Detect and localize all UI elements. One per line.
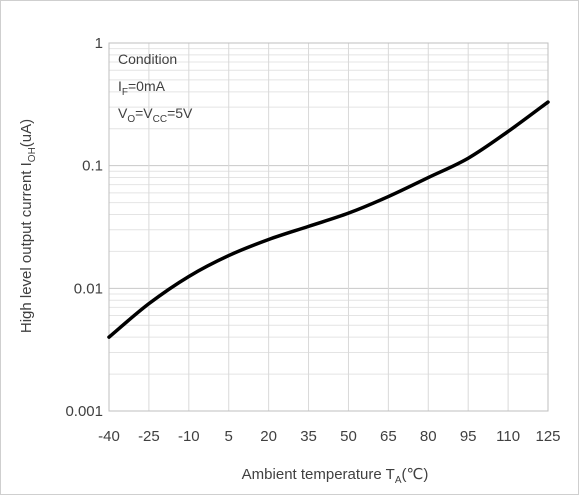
x-tick-label: 95 [460, 428, 477, 445]
x-tick-label: 65 [380, 428, 397, 445]
series-line [107, 100, 550, 339]
tick-labels: -40 -25 -10 5 20 35 50 65 80 95 110 125 0.001 0.01 0.1… [65, 35, 560, 445]
y-axis-title: High level output current IOH(uA) [18, 119, 38, 333]
plot-area-border [108, 42, 549, 412]
x-tick-label: 5 [225, 428, 233, 445]
annotation-if: IF=0mA [118, 78, 166, 98]
x-tick-label: 125 [535, 428, 560, 445]
x-tick-label: 20 [260, 428, 277, 445]
minor-gridlines [109, 48, 548, 375]
x-tick-label: 35 [300, 428, 317, 445]
x-tick-label: 110 [496, 428, 520, 445]
y-tick-label: 0.1 [82, 158, 103, 175]
series-layer [107, 100, 550, 339]
y-tick-label: 0.01 [74, 280, 103, 297]
x-tick-label: -25 [138, 428, 160, 445]
y-tick-label: 0.001 [65, 403, 103, 420]
y-tick-label: 1 [95, 35, 103, 52]
x-tick-label: 80 [420, 428, 437, 445]
x-tick-label: -10 [178, 428, 200, 445]
annotation-vo: VO=VCC=5V [118, 105, 193, 125]
x-tick-label: 50 [340, 428, 357, 445]
x-axis-title: Ambient temperature TA(℃) [242, 466, 429, 486]
x-tick-label: -40 [98, 428, 120, 445]
annotation-condition: Condition [118, 51, 177, 67]
major-gridlines [108, 42, 549, 412]
